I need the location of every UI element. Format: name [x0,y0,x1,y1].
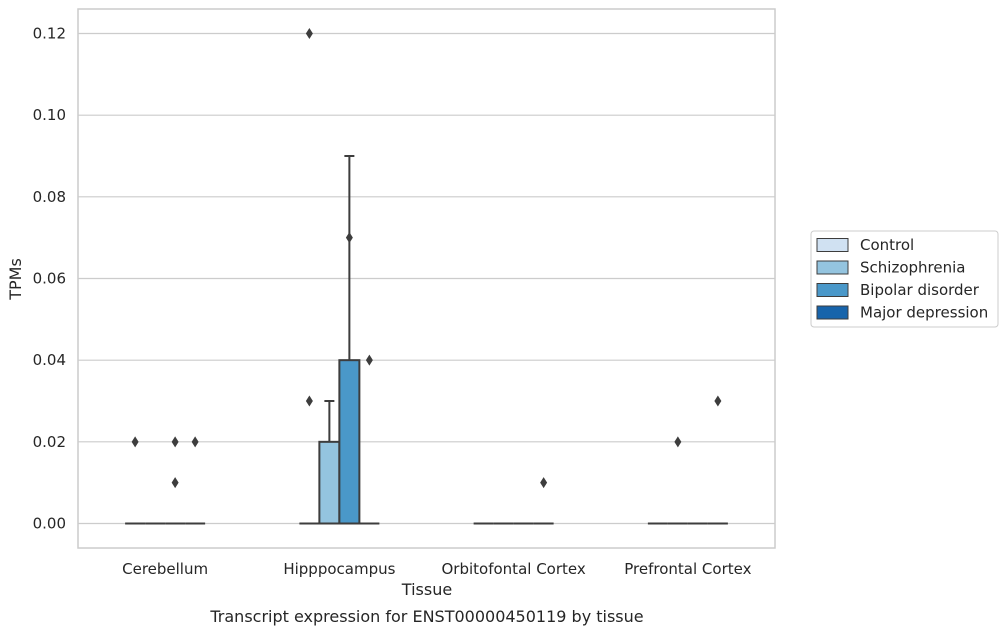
box-bipolar-disorder [338,155,361,525]
outlier-point [674,436,682,448]
x-tick-label: Hipppocampus [283,560,395,578]
y-axis-title: TPMs [6,258,25,301]
chart-caption: Transcript expression for ENST0000045011… [209,607,643,626]
y-tick-label: 0.06 [33,270,66,288]
outlier-point [171,436,179,448]
outlier-point [171,477,179,489]
outlier-point [131,436,139,448]
legend-swatch [816,260,849,275]
y-tick-label: 0.12 [33,25,66,43]
legend-label: Bipolar disorder [860,281,980,299]
outlier-point [365,354,373,366]
box-control [125,436,146,525]
box-iqr [338,359,361,525]
outlier-point [305,395,313,407]
box-schizophrenia [318,400,341,525]
y-axis-ticks: 0.00 0.02 0.04 0.06 0.08 0.10 0.12 [33,25,66,533]
legend-swatch [816,305,849,320]
legend-swatch [816,283,849,297]
box-major-depression [707,395,728,525]
legend-label: Schizophrenia [860,259,965,277]
legend-label: Control [860,236,914,254]
box-bipolar-disorder [165,436,186,525]
outlier-point [305,28,313,39]
legend-swatch [816,238,849,252]
outlier-point [540,477,548,489]
x-axis-ticks: Cerebellum Hipppocampus Orbitofontal Corte… [122,560,751,578]
x-tick-label: Cerebellum [122,560,208,578]
y-tick-label: 0.08 [33,188,66,206]
outlier-point [345,232,353,244]
outlier-point [191,436,199,448]
x-tick-label: Orbitofontal Cortex [442,560,586,578]
box-schizophrenia [667,436,688,525]
box-major-depression [185,436,206,525]
outlier-point [714,395,722,407]
y-tick-label: 0.00 [33,515,66,533]
x-tick-label: Prefrontal Cortex [624,560,751,578]
y-tick-label: 0.02 [33,433,66,451]
legend-label: Major depression [860,304,988,322]
box-major-depression [533,477,554,525]
plot-area-frame [77,8,776,549]
y-tick-label: 0.10 [33,106,66,124]
x-axis-title: Tissue [401,580,452,599]
box-control [299,28,320,525]
y-tick-label: 0.04 [33,351,66,369]
legend: Control Schizophrenia Bipolar disorder Majo… [810,230,999,328]
box-iqr [318,440,341,525]
box-major-depression [359,354,380,525]
box-plot-series [125,28,728,525]
grid-lines [78,32,775,525]
legend-frame [810,230,999,328]
